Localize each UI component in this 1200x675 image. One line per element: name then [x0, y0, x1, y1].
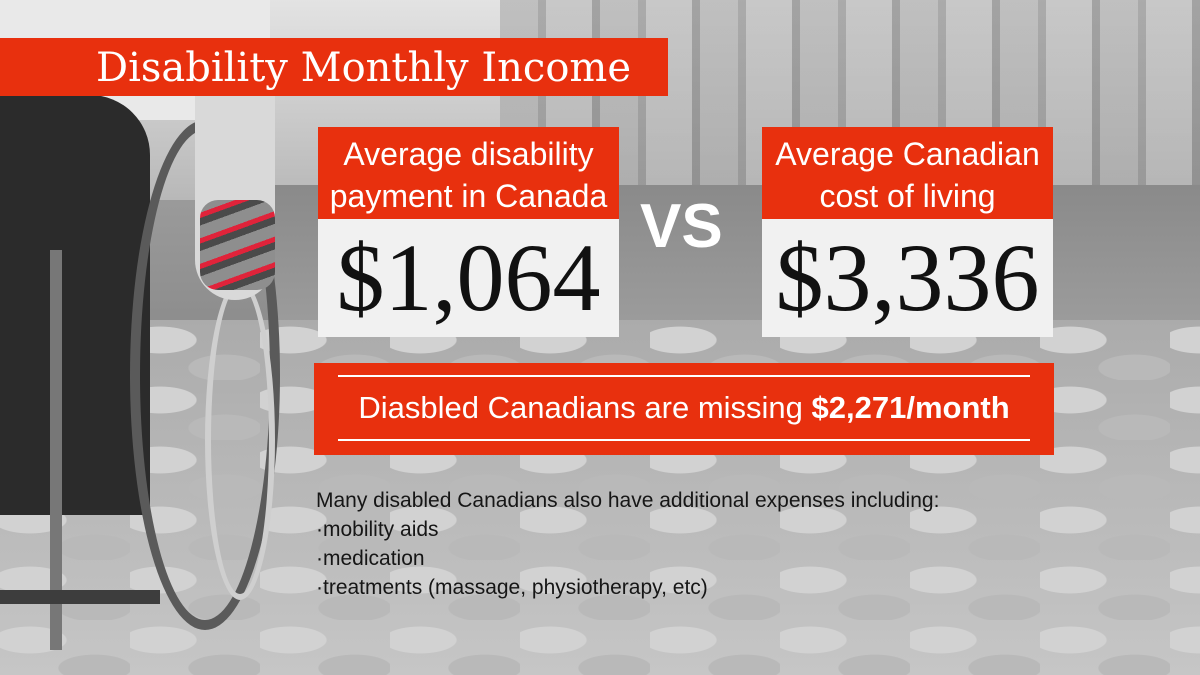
- average-payment-heading-line2: payment in Canada: [329, 178, 608, 214]
- page-title: Disability Monthly Income: [96, 45, 631, 91]
- missing-amount: $2,271/month: [811, 390, 1010, 425]
- wheelchair-handrim: [205, 280, 275, 600]
- missing-text: Diasbled Canadians are missing: [358, 390, 812, 425]
- cost-of-living-amount: $3,336: [762, 219, 1053, 337]
- average-payment-amount: $1,064: [318, 219, 619, 337]
- title-banner: [0, 38, 668, 96]
- vs-label: VS: [640, 192, 723, 261]
- banner-divider-top: [338, 375, 1030, 377]
- glove-icon: [200, 200, 275, 290]
- wheelchair-footrest: [0, 590, 160, 604]
- cost-of-living-heading-line1: Average Canadian: [775, 136, 1040, 172]
- cost-of-living-heading-line2: cost of living: [819, 178, 996, 214]
- list-item: ·treatments (massage, physiotherapy, etc…: [316, 576, 708, 599]
- additional-expenses: Many disabled Canadians also have additi…: [316, 486, 939, 602]
- list-item: ·mobility aids: [316, 518, 439, 541]
- average-payment-heading: Average disability payment in Canada: [318, 127, 619, 219]
- cost-of-living-card: Average Canadian cost of living $3,336: [762, 127, 1053, 337]
- missing-banner: Diasbled Canadians are missing $2,271/mo…: [314, 363, 1054, 455]
- missing-statement: Diasbled Canadians are missing $2,271/mo…: [314, 388, 1054, 428]
- wheelchair-frame: [50, 250, 62, 650]
- banner-divider-bottom: [338, 439, 1030, 441]
- list-item: ·medication: [316, 547, 425, 570]
- cost-of-living-heading: Average Canadian cost of living: [762, 127, 1053, 219]
- expenses-intro: Many disabled Canadians also have additi…: [316, 489, 940, 512]
- average-payment-card: Average disability payment in Canada $1,…: [318, 127, 619, 337]
- person-legs: [0, 95, 150, 515]
- average-payment-heading-line1: Average disability: [343, 136, 594, 172]
